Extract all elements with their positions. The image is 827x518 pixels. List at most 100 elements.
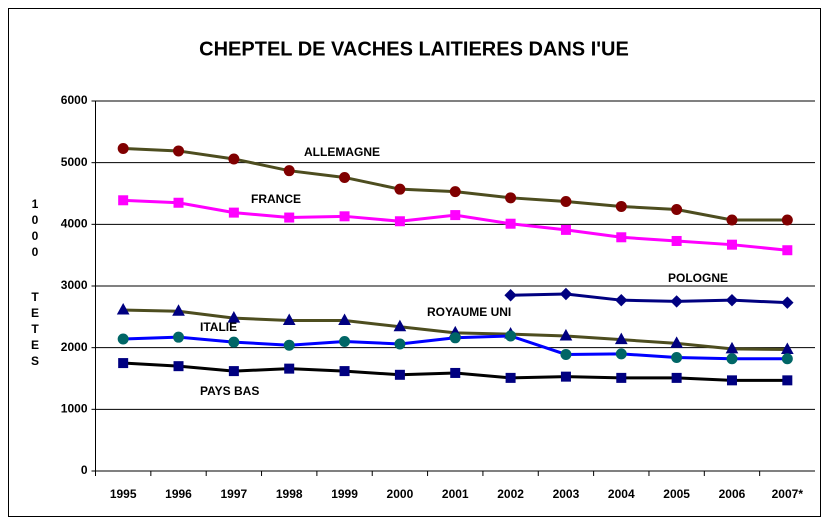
marker: [782, 375, 793, 386]
marker: [450, 367, 461, 378]
series-label: PAYS BAS: [200, 384, 259, 398]
y-axis-label: 0: [32, 213, 39, 227]
marker: [118, 358, 129, 369]
marker: [560, 224, 571, 235]
y-axis-label: T: [31, 322, 39, 336]
marker: [284, 212, 295, 223]
series-label: ITALIE: [200, 320, 237, 334]
x-tick-label: 2005: [663, 487, 690, 501]
marker: [615, 348, 627, 360]
marker: [283, 165, 295, 177]
x-tick-label: 2002: [497, 487, 524, 501]
y-tick-label: 2000: [61, 340, 88, 354]
y-axis-label: 0: [32, 245, 39, 259]
y-tick-label: 5000: [61, 155, 88, 169]
x-tick-label: 2006: [719, 487, 746, 501]
marker: [615, 200, 627, 212]
marker: [505, 192, 517, 204]
marker: [284, 363, 295, 374]
x-tick-label: 2000: [387, 487, 414, 501]
marker: [172, 304, 185, 316]
marker: [559, 328, 573, 341]
marker: [559, 287, 573, 301]
marker: [614, 332, 628, 345]
y-axis-label: T: [31, 290, 39, 304]
marker: [173, 361, 184, 372]
marker: [228, 336, 240, 348]
marker: [505, 372, 516, 383]
x-tick-label: 2007*: [772, 487, 804, 501]
marker: [781, 214, 793, 226]
series-label: POLOGNE: [668, 271, 728, 285]
y-tick-label: 4000: [61, 217, 88, 231]
marker: [394, 369, 405, 380]
x-tick-label: 1998: [276, 487, 303, 501]
marker: [560, 348, 572, 360]
x-tick-label: 2001: [442, 487, 469, 501]
y-axis-label: 0: [32, 229, 39, 243]
marker: [393, 319, 407, 332]
marker: [282, 313, 296, 326]
marker: [505, 218, 516, 229]
y-tick-label: 6000: [61, 93, 88, 107]
marker: [339, 171, 351, 183]
marker: [339, 366, 350, 377]
marker: [228, 207, 239, 218]
marker: [726, 214, 738, 226]
marker: [449, 186, 461, 198]
chart-frame: [8, 8, 821, 517]
marker: [726, 375, 737, 386]
x-tick-label: 1997: [221, 487, 248, 501]
marker: [283, 339, 295, 351]
marker: [173, 197, 184, 208]
marker: [671, 372, 682, 383]
marker: [117, 333, 129, 345]
chart-title: CHEPTEL DE VACHES LAITIERES DANS I'UE: [199, 38, 629, 60]
marker: [339, 336, 351, 347]
marker: [781, 353, 793, 365]
marker: [616, 232, 627, 243]
marker: [671, 352, 683, 364]
marker: [725, 341, 739, 354]
marker: [504, 289, 517, 302]
marker: [450, 210, 461, 221]
marker: [449, 332, 461, 344]
marker: [173, 145, 185, 157]
marker: [505, 330, 517, 342]
marker: [339, 211, 350, 222]
marker: [118, 195, 129, 206]
marker: [615, 293, 628, 307]
y-tick-label: 0: [81, 463, 88, 477]
series-line: [510, 292, 788, 305]
x-tick-label: 1999: [331, 487, 358, 501]
marker: [725, 293, 739, 307]
y-axis-label: E: [31, 338, 39, 352]
y-axis-label: E: [31, 306, 39, 320]
marker: [228, 366, 239, 377]
marker: [726, 353, 738, 365]
y-tick-label: 1000: [61, 402, 88, 416]
marker: [726, 239, 737, 250]
marker: [227, 311, 241, 323]
marker: [394, 338, 406, 350]
marker: [670, 295, 683, 308]
x-tick-label: 2004: [608, 487, 635, 501]
y-axis-label: 1: [32, 197, 39, 211]
marker: [117, 142, 129, 154]
y-tick-label: 3000: [61, 278, 88, 292]
marker: [394, 183, 406, 195]
x-tick-label: 1996: [165, 487, 192, 501]
marker: [228, 153, 240, 165]
marker: [671, 235, 682, 246]
marker: [782, 245, 793, 256]
x-tick-label: 2003: [553, 487, 580, 501]
marker: [670, 336, 683, 348]
marker: [560, 371, 571, 382]
marker: [671, 204, 683, 216]
series-label: FRANCE: [251, 192, 301, 206]
marker: [616, 372, 627, 383]
marker: [173, 331, 185, 343]
marker: [781, 296, 794, 309]
marker: [394, 216, 405, 227]
